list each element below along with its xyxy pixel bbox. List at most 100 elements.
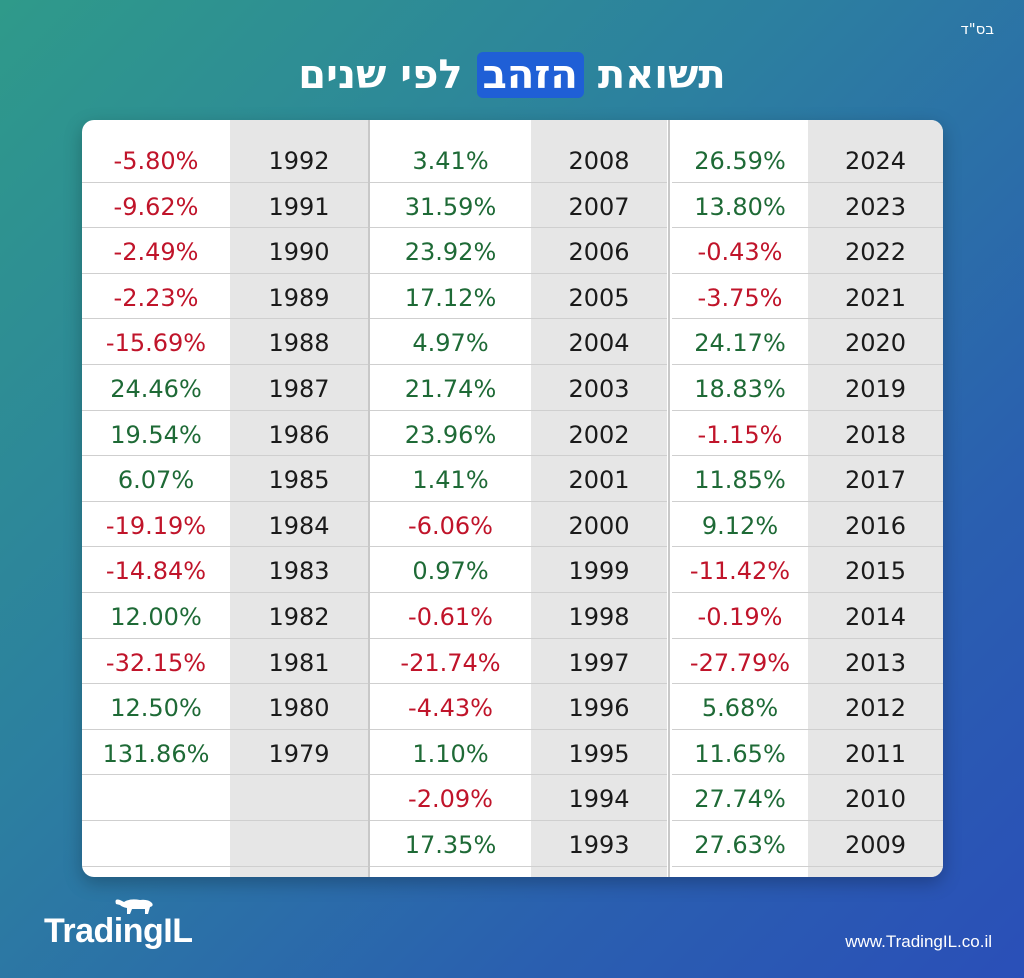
return-cell: -6.06% — [370, 502, 531, 548]
year-cell: 2002 — [531, 411, 667, 457]
return-cell: -21.74% — [370, 639, 531, 685]
year-cell: 2015 — [808, 547, 943, 593]
return-cell: -14.84% — [82, 547, 230, 593]
year-cell: 2016 — [808, 502, 943, 548]
return-cell: 27.74% — [672, 775, 808, 821]
return-cell: 0.97% — [370, 547, 531, 593]
year-cell: 2011 — [808, 730, 943, 776]
year-cell: 2008 — [531, 137, 667, 183]
return-cell: 11.85% — [672, 456, 808, 502]
year-cell: 1980 — [230, 684, 368, 730]
year-cell: 2022 — [808, 228, 943, 274]
return-cell: 1.41% — [370, 456, 531, 502]
year-cell: 2006 — [531, 228, 667, 274]
return-cell: 23.96% — [370, 411, 531, 457]
return-cell: 24.46% — [82, 365, 230, 411]
year-cell: 2012 — [808, 684, 943, 730]
page-title: תשואת הזהב לפי שנים — [0, 52, 1024, 98]
year-cell: 1993 — [531, 821, 667, 867]
return-cell: 6.07% — [82, 456, 230, 502]
year-cell: 1998 — [531, 593, 667, 639]
return-cell: 13.80% — [672, 183, 808, 229]
return-cell: 12.00% — [82, 593, 230, 639]
return-cell: 3.41% — [370, 137, 531, 183]
return-cell: -4.43% — [370, 684, 531, 730]
year-cell: 2017 — [808, 456, 943, 502]
return-cell: 21.74% — [370, 365, 531, 411]
year-cell: 1992 — [230, 137, 368, 183]
return-cell: -2.09% — [370, 775, 531, 821]
return-cell: -1.15% — [672, 411, 808, 457]
return-cell: -27.79% — [672, 639, 808, 685]
year-cell — [230, 821, 368, 867]
return-cell: -9.62% — [82, 183, 230, 229]
return-cell: -32.15% — [82, 639, 230, 685]
year-cell: 1979 — [230, 730, 368, 776]
year-cell: 2000 — [531, 502, 667, 548]
year-cell: 2024 — [808, 137, 943, 183]
year-cell: 1994 — [531, 775, 667, 821]
year-cell: 2003 — [531, 365, 667, 411]
title-highlight: הזהב — [476, 52, 584, 98]
year-cell: 1987 — [230, 365, 368, 411]
year-cell: 2010 — [808, 775, 943, 821]
return-cell: 17.35% — [370, 821, 531, 867]
year-cell: 1997 — [531, 639, 667, 685]
year-cell: 1982 — [230, 593, 368, 639]
return-cell: 9.12% — [672, 502, 808, 548]
return-cell: 11.65% — [672, 730, 808, 776]
return-cell: 19.54% — [82, 411, 230, 457]
return-cell: 27.63% — [672, 821, 808, 867]
year-cell: 2004 — [531, 319, 667, 365]
return-cell: 31.59% — [370, 183, 531, 229]
return-cell: 23.92% — [370, 228, 531, 274]
year-column-bg — [230, 120, 368, 877]
return-cell — [82, 775, 230, 821]
return-cell: -11.42% — [672, 547, 808, 593]
year-cell: 2020 — [808, 319, 943, 365]
return-cell: 131.86% — [82, 730, 230, 776]
year-cell: 1984 — [230, 502, 368, 548]
year-cell: 2005 — [531, 274, 667, 320]
returns-table: 2024 26.59% 2023 13.80% 2022 -0.43% 2021 -3.75%… — [82, 120, 943, 877]
column-divider — [668, 120, 670, 877]
year-cell: 2019 — [808, 365, 943, 411]
year-cell: 2001 — [531, 456, 667, 502]
bull-icon — [115, 899, 153, 914]
year-cell: 2014 — [808, 593, 943, 639]
title-part2: לפי שנים — [298, 52, 463, 98]
return-cell: 17.12% — [370, 274, 531, 320]
return-cell: -3.75% — [672, 274, 808, 320]
return-cell: -15.69% — [82, 319, 230, 365]
column-divider — [368, 120, 370, 877]
return-cell: 12.50% — [82, 684, 230, 730]
return-cell: 1.10% — [370, 730, 531, 776]
return-cell — [82, 821, 230, 867]
year-cell: 2007 — [531, 183, 667, 229]
return-cell: 5.68% — [672, 684, 808, 730]
return-cell: -5.80% — [82, 137, 230, 183]
year-cell: 1989 — [230, 274, 368, 320]
return-cell: 24.17% — [672, 319, 808, 365]
return-cell: 18.83% — [672, 365, 808, 411]
year-cell: 2021 — [808, 274, 943, 320]
year-cell: 1999 — [531, 547, 667, 593]
return-cell: -19.19% — [82, 502, 230, 548]
year-cell: 1991 — [230, 183, 368, 229]
tradingil-logo: TradingIL — [44, 912, 193, 950]
year-cell: 1986 — [230, 411, 368, 457]
year-cell: 2009 — [808, 821, 943, 867]
year-cell: 1996 — [531, 684, 667, 730]
year-cell: 2018 — [808, 411, 943, 457]
return-cell: -2.23% — [82, 274, 230, 320]
year-column-bg — [808, 120, 943, 877]
title-part1: תשואת — [597, 52, 726, 98]
return-cell: -0.61% — [370, 593, 531, 639]
return-cell: -2.49% — [82, 228, 230, 274]
website-url[interactable]: www.TradingIL.co.il — [845, 932, 992, 951]
year-cell: 1981 — [230, 639, 368, 685]
year-cell: 1988 — [230, 319, 368, 365]
return-cell: -0.43% — [672, 228, 808, 274]
return-cell: 4.97% — [370, 319, 531, 365]
year-column-bg — [531, 120, 667, 877]
